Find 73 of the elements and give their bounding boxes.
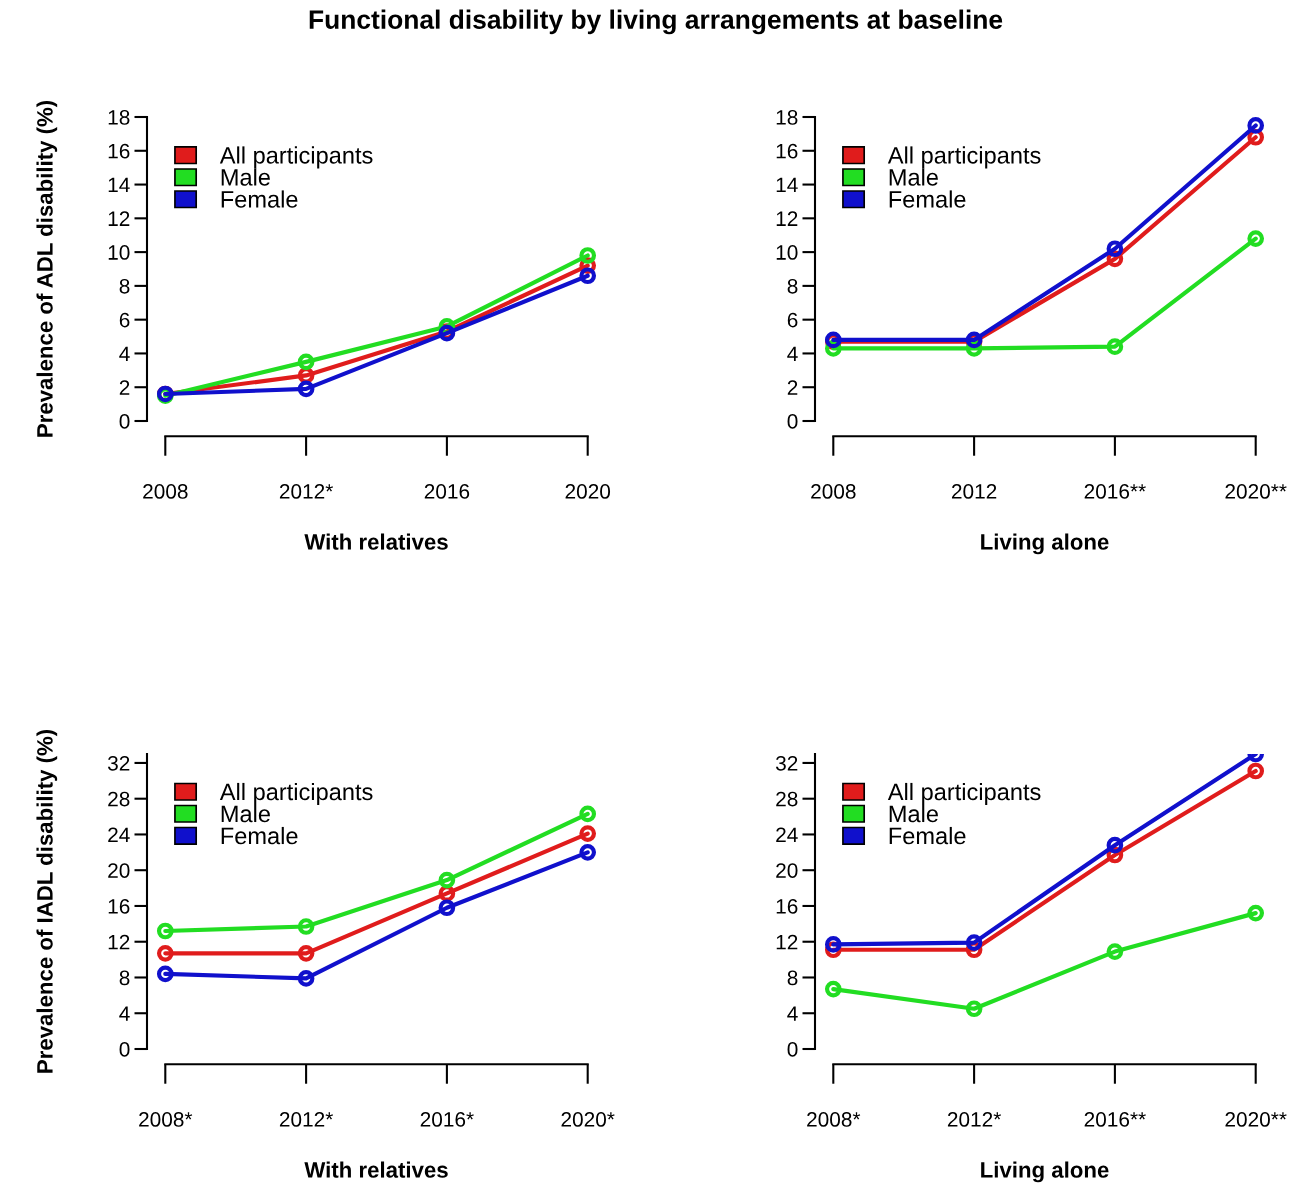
y-tick-label: 8	[119, 278, 130, 294]
x-tick-label: 2008*	[807, 1112, 861, 1127]
chart-title: Functional disability by living arrangements at baseline	[309, 9, 1003, 35]
y-tick-label: 16	[776, 143, 798, 159]
y-tick-label: 8	[787, 278, 798, 294]
y-tick-label: 0	[119, 414, 130, 429]
y-axis-title: Prevalence of IADL disability (%)	[36, 729, 58, 1073]
y-tick-label: 4	[787, 346, 798, 361]
y-tick-label: 12	[108, 211, 130, 226]
y-tick-label: 24	[776, 827, 798, 842]
y-tick-label: 28	[776, 791, 798, 807]
y-tick-label: 14	[108, 177, 130, 193]
y-tick-label: 8	[119, 970, 130, 986]
legend-label: Female	[221, 190, 298, 208]
y-tick-label: 12	[108, 934, 130, 950]
y-tick-label: 0	[787, 1042, 798, 1057]
x-tick-label: 2012*	[279, 484, 334, 499]
y-tick-label: 4	[119, 346, 130, 361]
x-tick-label: 2020**	[1225, 484, 1287, 499]
legend-label: Male	[889, 804, 938, 823]
y-tick-label: 18	[108, 110, 130, 125]
y-tick-label: 0	[119, 1042, 130, 1057]
y-tick-label: 4	[787, 1006, 798, 1021]
x-tick-label: 2020*	[561, 1112, 615, 1127]
y-tick-label: 12	[776, 211, 798, 226]
x-tick-label: 2020	[565, 484, 611, 499]
y-tick-label: 2	[119, 380, 130, 395]
legend-label: Male	[889, 168, 938, 186]
x-tick-label: 2008*	[139, 1112, 193, 1127]
y-tick-label: 6	[119, 312, 130, 328]
y-tick-label: 0	[787, 414, 798, 429]
y-tick-label: 2	[787, 380, 798, 395]
y-tick-label: 10	[776, 245, 798, 260]
x-tick-label: 2008	[811, 484, 856, 499]
y-tick-label: 32	[107, 755, 130, 771]
y-tick-label: 18	[776, 110, 798, 125]
x-tick-label: 2012	[951, 484, 997, 499]
y-axis-title: Prevalence of ADL disability (%)	[36, 100, 58, 437]
x-tick-label: 2016*	[420, 1112, 474, 1127]
y-tick-label: 16	[108, 898, 130, 914]
legend-label: Female	[889, 826, 966, 845]
y-tick-label: 16	[776, 898, 798, 914]
y-tick-label: 10	[108, 245, 130, 260]
x-tick-label: 2016**	[1084, 484, 1146, 499]
x-axis-title: Living alone	[981, 533, 1109, 555]
x-axis-title: With relatives	[304, 1161, 448, 1178]
legend-label: Male	[221, 804, 270, 823]
y-tick-label: 20	[108, 863, 130, 878]
legend-label: Female	[889, 190, 966, 208]
y-tick-label: 14	[776, 177, 798, 193]
x-axis-title: With relatives	[304, 533, 448, 550]
y-tick-label: 28	[108, 791, 130, 807]
x-tick-label: 2020**	[1225, 1112, 1287, 1127]
y-tick-label: 12	[776, 934, 798, 950]
y-tick-label: 16	[108, 143, 130, 159]
y-tick-label: 4	[119, 1006, 130, 1021]
legend-label: All participants	[887, 146, 1041, 169]
y-tick-label: 24	[108, 827, 130, 842]
legend-label: Female	[221, 826, 298, 845]
y-tick-label: 20	[776, 863, 798, 878]
x-tick-label: 2012*	[279, 1112, 334, 1127]
legend-label: All participants	[219, 146, 373, 169]
legend-label: All participants	[219, 782, 373, 805]
y-tick-label: 8	[787, 970, 798, 986]
x-axis-title: Living alone	[981, 1161, 1109, 1183]
x-tick-label: 2012*	[947, 1112, 1002, 1127]
legend-label: Male	[221, 168, 270, 186]
y-tick-label: 32	[775, 755, 798, 771]
x-tick-label: 2016**	[1084, 1112, 1146, 1127]
x-tick-label: 2016	[424, 484, 470, 499]
x-tick-label: 2008	[143, 484, 188, 499]
legend-label: All participants	[887, 782, 1041, 805]
y-tick-label: 6	[787, 312, 798, 328]
